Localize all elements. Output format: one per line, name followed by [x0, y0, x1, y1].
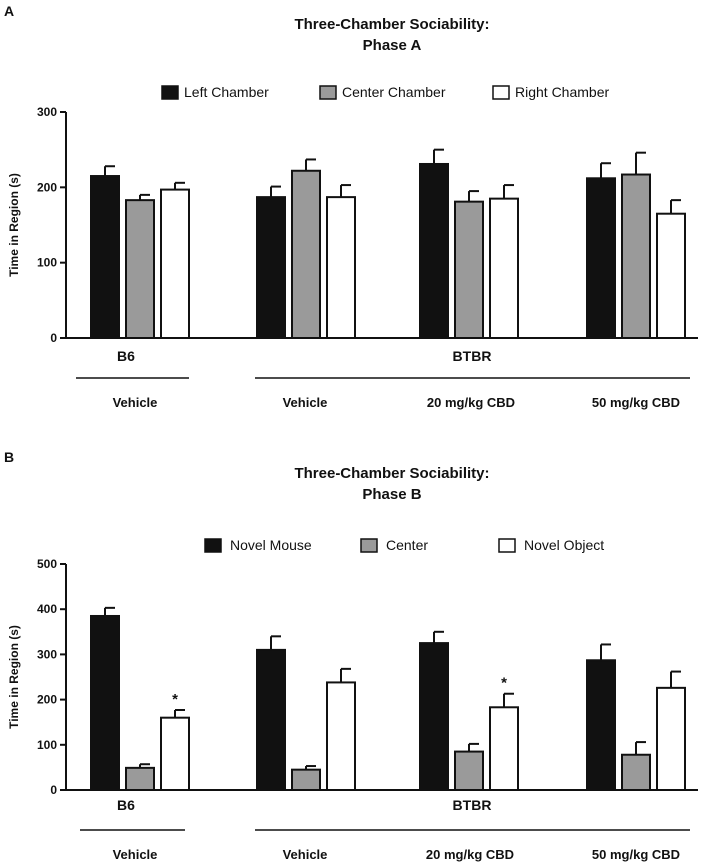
bar: [454, 200, 484, 339]
group-label: Vehicle: [283, 847, 328, 862]
legend-entry: Novel Mouse: [230, 537, 312, 553]
y-tick-label: 0: [50, 783, 57, 797]
bar: [489, 706, 519, 791]
legend-entry: Novel Object: [524, 537, 604, 553]
bar: [326, 196, 356, 339]
legend-entry: Right Chamber: [515, 84, 609, 100]
panel-label: B: [4, 449, 14, 465]
y-tick-label: 500: [37, 557, 57, 571]
chart-panel-a: A Three-Chamber Sociability: Phase A Left C…: [4, 3, 698, 410]
bar: [326, 681, 356, 792]
bar: [256, 196, 286, 339]
strain-label: B6: [117, 348, 135, 364]
y-tick-label: 400: [37, 602, 57, 616]
group-label: 50 mg/kg CBD: [592, 847, 680, 862]
legend-swatch: [498, 538, 516, 553]
y-tick-label: 300: [37, 647, 57, 661]
strain-label: BTBR: [453, 348, 492, 364]
bar: [621, 753, 651, 792]
group-label: Vehicle: [113, 395, 158, 410]
strain-label: BTBR: [453, 797, 492, 813]
bar: [586, 659, 616, 791]
y-tick-label: 100: [37, 256, 57, 270]
bar: [125, 199, 155, 339]
group-label: 20 mg/kg CBD: [427, 395, 515, 410]
panel-label: A: [4, 3, 14, 19]
y-tick-label: 200: [37, 693, 57, 707]
group-label: Vehicle: [113, 847, 158, 862]
legend-swatch: [492, 85, 510, 100]
bar: [454, 750, 484, 792]
bar: [291, 169, 321, 339]
y-axis-label: Time in Region (s): [7, 625, 21, 729]
bar: [90, 614, 120, 791]
chart-title-line: Phase A: [363, 37, 422, 54]
legend-entry: Center: [386, 537, 428, 553]
legend-entry: Center Chamber: [342, 84, 446, 100]
legend-swatch: [360, 538, 378, 553]
chart-title-line: Three-Chamber Sociability:: [294, 16, 489, 33]
y-axis-label: Time in Region (s): [7, 173, 21, 277]
significance-star: *: [172, 691, 178, 708]
bar: [489, 197, 519, 339]
legend-swatch: [204, 538, 222, 553]
significance-star: *: [501, 675, 507, 692]
bar: [256, 648, 286, 791]
bar: [291, 768, 321, 791]
y-tick-label: 200: [37, 180, 57, 194]
chart-title-line: Phase B: [362, 486, 421, 503]
bar: [621, 173, 651, 339]
strain-label: B6: [117, 797, 135, 813]
bar: [656, 686, 686, 792]
bar: [160, 716, 190, 791]
bar: [419, 642, 449, 791]
group-label: 20 mg/kg CBD: [426, 847, 514, 862]
bar: [90, 175, 120, 339]
bar: [586, 177, 616, 339]
y-tick-label: 300: [37, 105, 57, 119]
group-label: 50 mg/kg CBD: [592, 395, 680, 410]
bar: [125, 766, 155, 791]
bar: [656, 212, 686, 339]
chart-panel-b: B Three-Chamber Sociability: Phase B Novel …: [4, 449, 698, 862]
bar: [160, 188, 190, 339]
chart-title-line: Three-Chamber Sociability:: [294, 465, 489, 482]
legend-entry: Left Chamber: [184, 84, 269, 100]
group-label: Vehicle: [283, 395, 328, 410]
y-tick-label: 100: [37, 738, 57, 752]
y-tick-label: 0: [50, 331, 57, 345]
legend-swatch: [161, 85, 179, 100]
legend-swatch: [319, 85, 337, 100]
bar: [419, 162, 449, 339]
